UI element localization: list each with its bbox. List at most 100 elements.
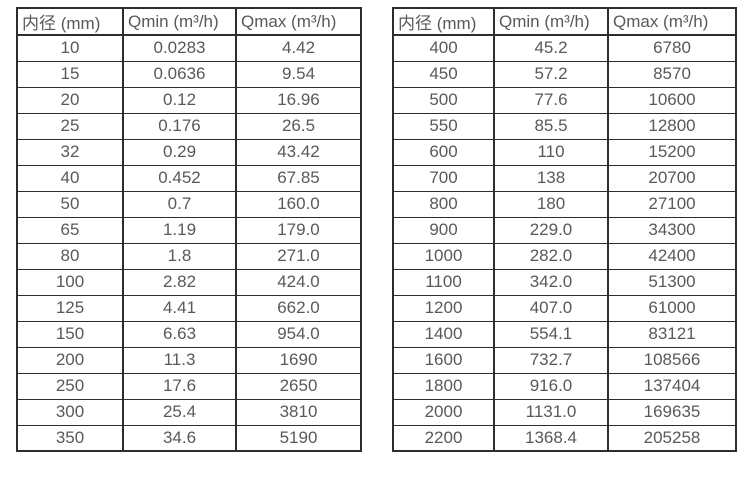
table-cell: 160.0 xyxy=(235,190,362,218)
table-header: 内径 (mm) Qmin (m³/h) Qmax (m³/h) xyxy=(16,7,362,36)
table-cell: 4.41 xyxy=(122,294,237,322)
table-cell: 32 xyxy=(16,138,124,166)
table-cell: 300 xyxy=(16,398,124,426)
table-cell: 800 xyxy=(392,190,495,218)
table-row: 50 0.7 160.0 xyxy=(16,190,362,218)
table-cell: 0.7 xyxy=(122,190,237,218)
table-cell: 229.0 xyxy=(493,216,609,244)
table-cell: 400 xyxy=(392,34,495,62)
table-cell: 0.0283 xyxy=(122,34,237,62)
header-row: 内径 (mm) Qmin (m³/h) Qmax (m³/h) xyxy=(392,7,737,36)
table-cell: 17.6 xyxy=(122,372,237,400)
table-row: 40 0.452 67.85 xyxy=(16,164,362,192)
table-cell: 20700 xyxy=(607,164,737,192)
table-row: 550 85.5 12800 xyxy=(392,112,737,140)
table-row: 2200 1368.4 205258 xyxy=(392,424,737,452)
table-cell: 51300 xyxy=(607,268,737,296)
table-cell: 180 xyxy=(493,190,609,218)
table-cell: 150 xyxy=(16,320,124,348)
table-body: 400 45.2 6780 450 57.2 8570 500 77.6 10600 550 85.… xyxy=(392,34,737,452)
table-body: 10 0.0283 4.42 15 0.0636 9.54 20 0.12 16.96 25 0.1… xyxy=(16,34,362,452)
table-cell: 108566 xyxy=(607,346,737,374)
table-cell: 125 xyxy=(16,294,124,322)
table-cell: 200 xyxy=(16,346,124,374)
column-header-qmax: Qmax (m³/h) xyxy=(235,7,362,36)
table-header: 内径 (mm) Qmin (m³/h) Qmax (m³/h) xyxy=(392,7,737,36)
table-row: 1200 407.0 61000 xyxy=(392,294,737,322)
table-cell: 1.8 xyxy=(122,242,237,270)
table-row: 500 77.6 10600 xyxy=(392,86,737,114)
table-cell: 25 xyxy=(16,112,124,140)
table-cell: 205258 xyxy=(607,424,737,452)
table-cell: 1400 xyxy=(392,320,495,348)
table-cell: 954.0 xyxy=(235,320,362,348)
table-cell: 1.19 xyxy=(122,216,237,244)
table-row: 600 110 15200 xyxy=(392,138,737,166)
table-cell: 2.82 xyxy=(122,268,237,296)
table-cell: 1200 xyxy=(392,294,495,322)
table-cell: 34.6 xyxy=(122,424,237,452)
table-cell: 15200 xyxy=(607,138,737,166)
table-cell: 1000 xyxy=(392,242,495,270)
table-cell: 12800 xyxy=(607,112,737,140)
table-cell: 10 xyxy=(16,34,124,62)
table-row: 1000 282.0 42400 xyxy=(392,242,737,270)
table-cell: 61000 xyxy=(607,294,737,322)
table-row: 200 11.3 1690 xyxy=(16,346,362,374)
table-cell: 732.7 xyxy=(493,346,609,374)
table-row: 1600 732.7 108566 xyxy=(392,346,737,374)
table-cell: 1368.4 xyxy=(493,424,609,452)
table-cell: 8570 xyxy=(607,60,737,88)
table-cell: 554.1 xyxy=(493,320,609,348)
table-cell: 10600 xyxy=(607,86,737,114)
table-cell: 600 xyxy=(392,138,495,166)
table-cell: 250 xyxy=(16,372,124,400)
table-row: 1800 916.0 137404 xyxy=(392,372,737,400)
table-cell: 0.176 xyxy=(122,112,237,140)
table-row: 10 0.0283 4.42 xyxy=(16,34,362,62)
column-header-qmin: Qmin (m³/h) xyxy=(122,7,237,36)
table-row: 150 6.63 954.0 xyxy=(16,320,362,348)
table-cell: 16.96 xyxy=(235,86,362,114)
table-row: 800 180 27100 xyxy=(392,190,737,218)
table-cell: 407.0 xyxy=(493,294,609,322)
table-cell: 1800 xyxy=(392,372,495,400)
table-row: 80 1.8 271.0 xyxy=(16,242,362,270)
table-cell: 138 xyxy=(493,164,609,192)
table-cell: 77.6 xyxy=(493,86,609,114)
table-cell: 42400 xyxy=(607,242,737,270)
table-cell: 110 xyxy=(493,138,609,166)
column-header-diameter: 内径 (mm) xyxy=(392,7,495,36)
table-row: 65 1.19 179.0 xyxy=(16,216,362,244)
table-cell: 1690 xyxy=(235,346,362,374)
table-cell: 0.12 xyxy=(122,86,237,114)
table-cell: 43.42 xyxy=(235,138,362,166)
table-cell: 15 xyxy=(16,60,124,88)
column-header-diameter: 内径 (mm) xyxy=(16,7,124,36)
table-cell: 27100 xyxy=(607,190,737,218)
table-row: 700 138 20700 xyxy=(392,164,737,192)
table-cell: 0.452 xyxy=(122,164,237,192)
table-row: 125 4.41 662.0 xyxy=(16,294,362,322)
table-cell: 9.54 xyxy=(235,60,362,88)
table-cell: 65 xyxy=(16,216,124,244)
table-cell: 0.29 xyxy=(122,138,237,166)
table-cell: 57.2 xyxy=(493,60,609,88)
table-row: 400 45.2 6780 xyxy=(392,34,737,62)
table-cell: 342.0 xyxy=(493,268,609,296)
table-cell: 282.0 xyxy=(493,242,609,270)
table-row: 25 0.176 26.5 xyxy=(16,112,362,140)
table-cell: 83121 xyxy=(607,320,737,348)
table-cell: 11.3 xyxy=(122,346,237,374)
table-cell: 100 xyxy=(16,268,124,296)
table-cell: 26.5 xyxy=(235,112,362,140)
table-cell: 6.63 xyxy=(122,320,237,348)
table-row: 32 0.29 43.42 xyxy=(16,138,362,166)
table-row: 2000 1131.0 169635 xyxy=(392,398,737,426)
table-cell: 2000 xyxy=(392,398,495,426)
table-cell: 6780 xyxy=(607,34,737,62)
table-row: 1100 342.0 51300 xyxy=(392,268,737,296)
table-cell: 1600 xyxy=(392,346,495,374)
table-cell: 450 xyxy=(392,60,495,88)
table-cell: 2200 xyxy=(392,424,495,452)
